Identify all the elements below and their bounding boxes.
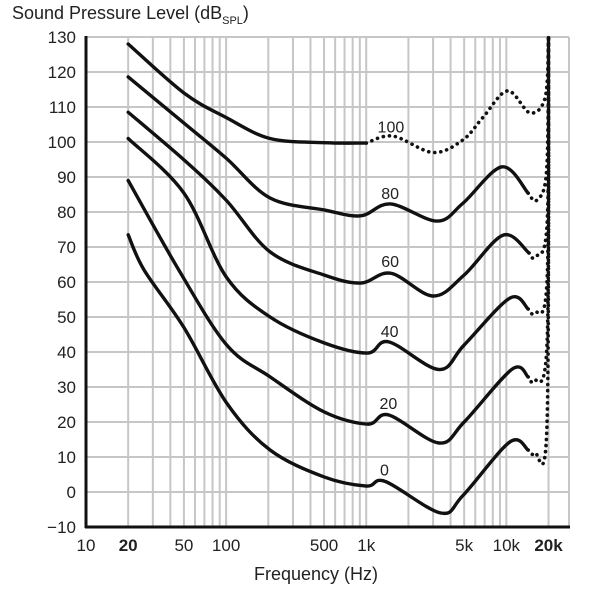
curve-60-phon <box>126 110 531 298</box>
curve-label-100: 100 <box>378 119 405 136</box>
y-tick-label: 0 <box>67 483 76 502</box>
y-tick-label: 10 <box>57 448 76 467</box>
y-tick-label: −10 <box>47 518 76 537</box>
curve-label-80: 80 <box>381 186 399 203</box>
y-tick-label: 30 <box>57 378 76 397</box>
y-tick-label: 80 <box>57 203 76 222</box>
curve-labels: 100 80 60 40 20 0 <box>378 119 405 479</box>
tick-labels: −10 0 10 20 30 40 50 60 70 80 90 100 110 120 130 10 20 50… <box>47 28 563 555</box>
curve-label-20: 20 <box>380 396 398 413</box>
y-tick-label: 120 <box>48 63 76 82</box>
y-tick-label: 110 <box>49 98 76 117</box>
contour-curves <box>126 35 551 516</box>
y-tick-label: 20 <box>57 413 76 432</box>
curve-60-phon-dotted <box>527 35 551 260</box>
x-tick-label: 5k <box>455 536 473 555</box>
x-tick-label: 10 <box>77 536 96 555</box>
curve-label-0: 0 <box>380 462 389 479</box>
curve-100-phon <box>126 42 368 145</box>
x-axis-title: Frequency (Hz) <box>254 564 378 584</box>
curve-40-phon <box>126 136 530 372</box>
curve-label-60: 60 <box>381 254 399 271</box>
curve-100-phon-dotted <box>364 35 551 155</box>
axes <box>84 36 570 529</box>
x-tick-label: 20k <box>534 536 563 555</box>
x-tick-label: 50 <box>174 536 193 555</box>
curve-label-40: 40 <box>381 324 399 341</box>
y-tick-label: 40 <box>57 343 76 362</box>
y-tick-label: 90 <box>57 168 76 187</box>
y-tick-label: 60 <box>57 273 76 292</box>
curve-80-phon-dotted <box>526 35 551 203</box>
x-tick-label: 500 <box>310 536 338 555</box>
y-tick-label: 130 <box>48 28 76 47</box>
y-tick-label: 100 <box>48 133 76 152</box>
x-tick-label: 100 <box>212 536 240 555</box>
x-tick-label: 20 <box>119 536 138 555</box>
x-tick-label: 10k <box>493 536 521 555</box>
y-axis-title: Sound Pressure Level (dBSPL) <box>12 3 249 27</box>
x-tick-label: 1k <box>357 536 375 555</box>
curve-0-phon <box>126 233 530 516</box>
curve-40-phon-dotted <box>526 35 551 316</box>
curve-20-phon <box>126 178 530 445</box>
curve-20-phon-dotted <box>526 35 551 384</box>
y-tick-label: 50 <box>57 308 76 327</box>
curve-80-phon <box>126 75 530 223</box>
y-tick-label: 70 <box>57 238 76 257</box>
curve-0-phon-dotted <box>526 35 551 467</box>
